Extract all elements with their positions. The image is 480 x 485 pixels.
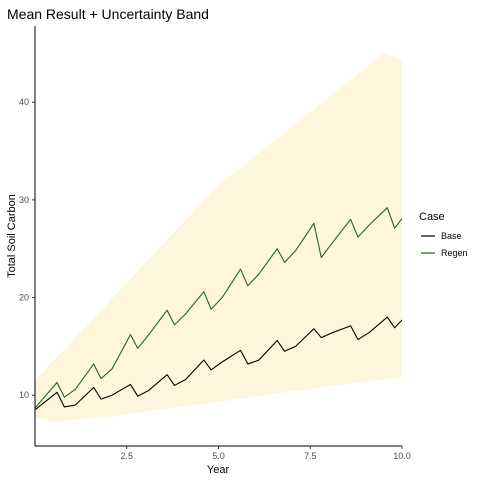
- y-tick-label: 40: [19, 97, 29, 107]
- legend-items: Base Regen: [421, 231, 468, 258]
- legend-label-regen: Regen: [441, 248, 468, 258]
- y-tick-label: 20: [19, 293, 29, 303]
- series-line-regen: [35, 207, 402, 409]
- legend: Case Base Regen: [419, 211, 468, 258]
- y-tick-label: 30: [19, 195, 29, 205]
- chart-title: Mean Result + Uncertainty Band: [7, 6, 209, 22]
- legend-label-base: Base: [441, 231, 462, 241]
- uncertainty-band: [35, 53, 402, 422]
- y-tick-label: 10: [19, 390, 29, 400]
- y-axis-title: Total Soil Carbon: [6, 194, 18, 278]
- x-tick-label: 7.5: [304, 451, 317, 461]
- x-tick-label: 2.5: [120, 451, 133, 461]
- axes: 2.5 5.0 7.5 10.0 10 20 30 40: [19, 26, 411, 461]
- x-tick-label: 5.0: [212, 451, 225, 461]
- legend-title: Case: [419, 211, 445, 223]
- x-tick-label: 10.0: [393, 451, 411, 461]
- series-line-base: [35, 316, 402, 411]
- x-axis-title: Year: [207, 464, 230, 476]
- plot-area: [35, 53, 402, 422]
